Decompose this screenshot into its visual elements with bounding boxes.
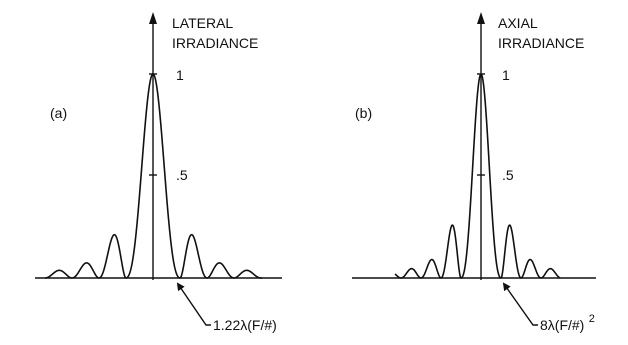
panel-b-tick-label-one: 1 [502, 67, 510, 83]
panel-b-letter: (b) [355, 105, 372, 121]
panel-b-title-line1: AXIAL [498, 15, 538, 31]
panel-a-title-line1: LATERAL [172, 15, 233, 31]
panel-a-lateral-irradiance: LATERAL IRRADIANCE 1 .5 (a) 1.22λ(F/#) [35, 12, 282, 333]
panel-a-irradiance-curve [44, 73, 263, 279]
panel-b-annotation: 8λ(F/#) 2 [540, 313, 595, 334]
panel-a-annotation: 1.22λ(F/#) [213, 317, 277, 333]
panel-b-irradiance-curve [394, 73, 561, 279]
panel-b-axial-irradiance: AXIAL IRRADIANCE 1 .5 (b) 8λ(F/#) 2 [352, 12, 596, 334]
panel-b-axis-arrowhead [477, 12, 485, 24]
panel-b-title-line2: IRRADIANCE [498, 35, 584, 51]
panel-a-axis-arrowhead [149, 12, 157, 24]
panel-a-annotation-leader [176, 282, 211, 326]
panel-b-annotation-leader [502, 282, 538, 326]
panel-a-letter: (a) [50, 105, 67, 121]
panel-a-title-line2: IRRADIANCE [172, 35, 258, 51]
panel-a-tick-label-half: .5 [176, 167, 188, 183]
panel-b-annotation-main: 8λ(F/#) [540, 317, 584, 333]
panel-b-annotation-superscript: 2 [589, 313, 595, 325]
panel-b-tick-label-half: .5 [502, 167, 514, 183]
panel-a-tick-label-one: 1 [176, 67, 184, 83]
